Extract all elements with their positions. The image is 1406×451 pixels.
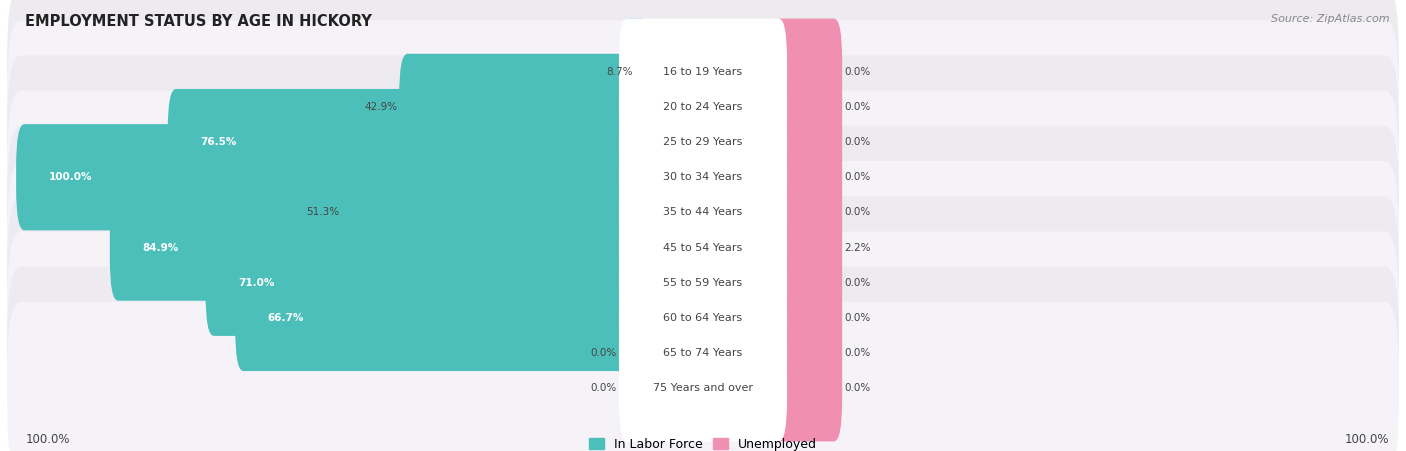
Text: 0.0%: 0.0%	[844, 348, 870, 358]
Text: 35 to 44 Years: 35 to 44 Years	[664, 207, 742, 217]
FancyBboxPatch shape	[7, 55, 1399, 229]
Text: 0.0%: 0.0%	[844, 67, 870, 77]
Text: 100.0%: 100.0%	[48, 172, 91, 182]
FancyBboxPatch shape	[770, 230, 842, 336]
Text: 0.0%: 0.0%	[591, 348, 617, 358]
Text: 0.0%: 0.0%	[844, 278, 870, 288]
FancyBboxPatch shape	[619, 89, 787, 195]
FancyBboxPatch shape	[619, 54, 787, 160]
Text: 2.2%: 2.2%	[844, 243, 870, 253]
FancyBboxPatch shape	[619, 124, 787, 230]
Legend: In Labor Force, Unemployed: In Labor Force, Unemployed	[583, 433, 823, 451]
Text: 45 to 54 Years: 45 to 54 Years	[664, 243, 742, 253]
Text: 30 to 34 Years: 30 to 34 Years	[664, 172, 742, 182]
FancyBboxPatch shape	[770, 18, 842, 125]
FancyBboxPatch shape	[619, 265, 787, 371]
FancyBboxPatch shape	[7, 20, 1399, 193]
FancyBboxPatch shape	[7, 231, 1399, 405]
Text: 16 to 19 Years: 16 to 19 Years	[664, 67, 742, 77]
FancyBboxPatch shape	[7, 126, 1399, 299]
FancyBboxPatch shape	[619, 230, 787, 336]
Text: 55 to 59 Years: 55 to 59 Years	[664, 278, 742, 288]
FancyBboxPatch shape	[7, 161, 1399, 334]
FancyBboxPatch shape	[770, 194, 842, 301]
Text: EMPLOYMENT STATUS BY AGE IN HICKORY: EMPLOYMENT STATUS BY AGE IN HICKORY	[25, 14, 373, 28]
Text: 65 to 74 Years: 65 to 74 Years	[664, 348, 742, 358]
FancyBboxPatch shape	[770, 159, 842, 266]
FancyBboxPatch shape	[619, 194, 787, 301]
Text: 25 to 29 Years: 25 to 29 Years	[664, 137, 742, 147]
FancyBboxPatch shape	[619, 159, 787, 266]
Text: 0.0%: 0.0%	[844, 172, 870, 182]
Text: 51.3%: 51.3%	[307, 207, 339, 217]
FancyBboxPatch shape	[619, 300, 787, 406]
FancyBboxPatch shape	[770, 89, 842, 195]
Text: 8.7%: 8.7%	[606, 67, 633, 77]
Text: 75 Years and over: 75 Years and over	[652, 383, 754, 393]
FancyBboxPatch shape	[770, 335, 842, 442]
Text: 0.0%: 0.0%	[844, 383, 870, 393]
FancyBboxPatch shape	[770, 300, 842, 406]
FancyBboxPatch shape	[15, 124, 636, 230]
FancyBboxPatch shape	[7, 196, 1399, 369]
Text: 0.0%: 0.0%	[844, 313, 870, 323]
Text: 0.0%: 0.0%	[844, 102, 870, 112]
Text: 0.0%: 0.0%	[844, 137, 870, 147]
FancyBboxPatch shape	[770, 265, 842, 371]
Text: 71.0%: 71.0%	[238, 278, 274, 288]
Text: 100.0%: 100.0%	[25, 433, 70, 446]
FancyBboxPatch shape	[7, 91, 1399, 264]
FancyBboxPatch shape	[342, 159, 636, 266]
FancyBboxPatch shape	[7, 267, 1399, 440]
FancyBboxPatch shape	[770, 124, 842, 230]
FancyBboxPatch shape	[399, 54, 636, 160]
FancyBboxPatch shape	[770, 54, 842, 160]
Text: 84.9%: 84.9%	[142, 243, 179, 253]
FancyBboxPatch shape	[7, 0, 1399, 158]
Text: 66.7%: 66.7%	[267, 313, 304, 323]
Text: Source: ZipAtlas.com: Source: ZipAtlas.com	[1271, 14, 1389, 23]
Text: 42.9%: 42.9%	[364, 102, 396, 112]
FancyBboxPatch shape	[619, 335, 787, 442]
Text: 76.5%: 76.5%	[200, 137, 236, 147]
FancyBboxPatch shape	[167, 89, 636, 195]
FancyBboxPatch shape	[619, 18, 787, 125]
FancyBboxPatch shape	[110, 194, 636, 301]
FancyBboxPatch shape	[205, 230, 636, 336]
FancyBboxPatch shape	[7, 302, 1399, 451]
Text: 0.0%: 0.0%	[591, 383, 617, 393]
FancyBboxPatch shape	[627, 18, 643, 125]
Text: 0.0%: 0.0%	[844, 207, 870, 217]
Text: 60 to 64 Years: 60 to 64 Years	[664, 313, 742, 323]
Text: 20 to 24 Years: 20 to 24 Years	[664, 102, 742, 112]
Text: 100.0%: 100.0%	[1344, 433, 1389, 446]
FancyBboxPatch shape	[235, 265, 636, 371]
